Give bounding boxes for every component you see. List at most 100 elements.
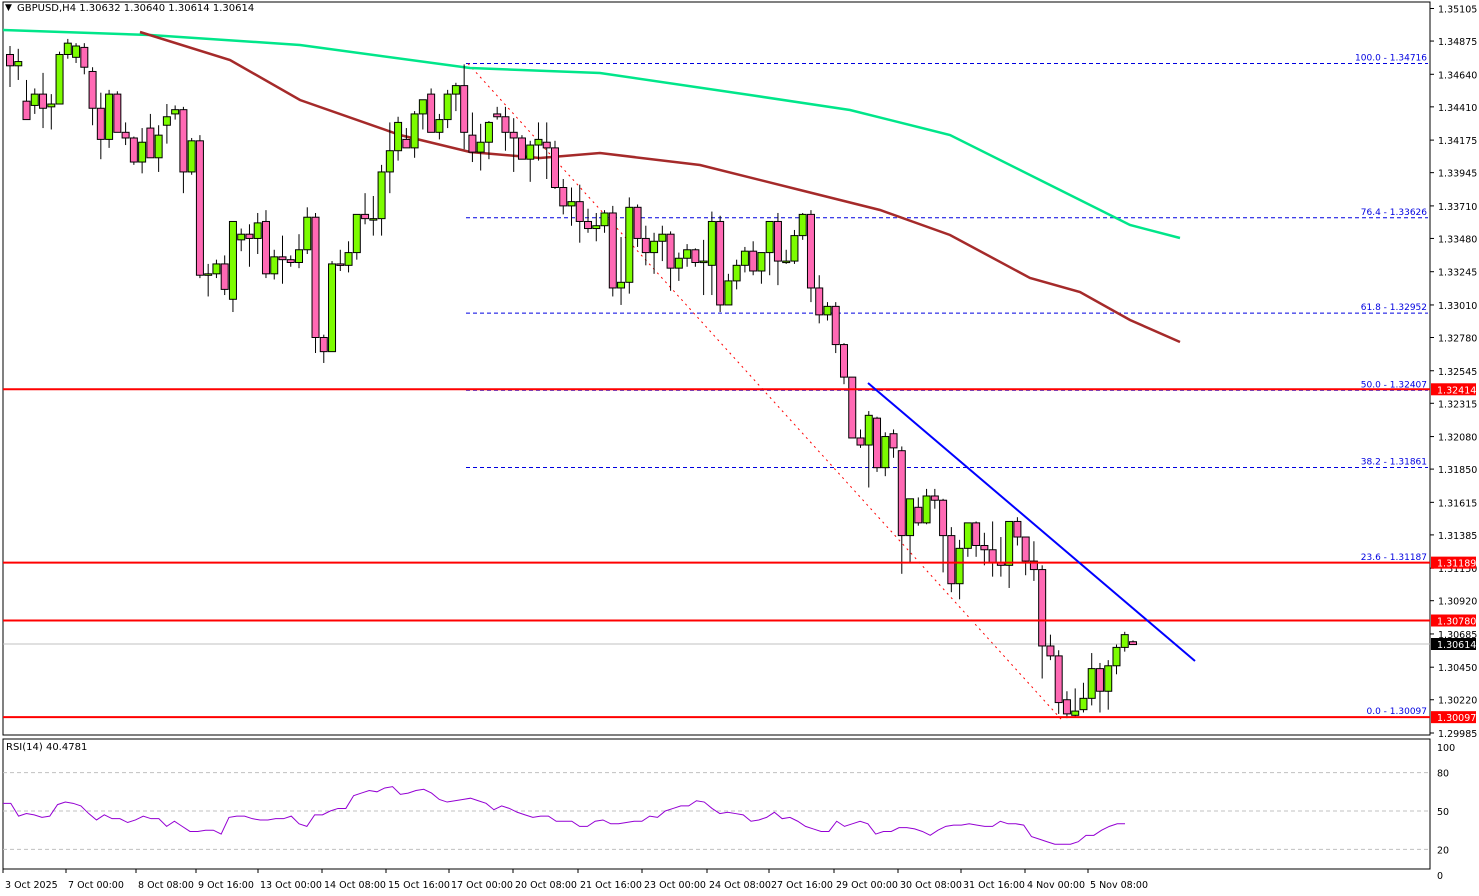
fib-label-100.0: 100.0 - 1.34716 (1355, 54, 1427, 64)
bull-candle (212, 263, 221, 275)
bear-candle (517, 137, 526, 160)
bull-candle (451, 85, 460, 95)
time-tick-label: 17 Oct 00:00 (451, 880, 513, 891)
bearish-trendline[interactable] (867, 382, 1196, 662)
price-tick-label: 1.32545 (1438, 367, 1477, 378)
price-tick-label: 1.34875 (1438, 37, 1477, 48)
bear-candle (468, 134, 477, 153)
rsi-tick-label: 0 (1437, 871, 1443, 882)
bear-candle (914, 506, 923, 524)
price-tick-label: 1.33945 (1438, 169, 1477, 180)
bear-candle (427, 93, 436, 133)
bear-candle (509, 131, 518, 139)
price-tick-label: 1.30220 (1438, 696, 1477, 707)
bull-candle (1071, 710, 1080, 716)
bull-candle (823, 305, 832, 316)
bull-candle (270, 256, 279, 275)
rsi-tick-label: 50 (1437, 807, 1449, 818)
price-tick-label: 1.31385 (1438, 531, 1477, 542)
time-axis[interactable]: 3 Oct 2025 7 Oct 00:00 8 Oct 08:00 9 Oct 16… (2, 869, 1148, 891)
trendline[interactable] (867, 382, 1196, 662)
time-tick-label: 9 Oct 16:00 (198, 880, 254, 891)
rsi-tick-label: 80 (1437, 769, 1449, 780)
bull-candle (476, 141, 485, 153)
price-tag-bg (1431, 711, 1476, 724)
bull-candle (625, 206, 634, 283)
symbol-dropdown-arrow-icon[interactable]: ▼ (5, 3, 12, 13)
bull-candle (369, 218, 378, 221)
bull-candle (30, 93, 39, 106)
bear-candle (361, 213, 370, 220)
bull-candle (724, 280, 733, 306)
bear-candle (493, 113, 502, 118)
bear-candle (121, 131, 130, 139)
time-tick-label: 24 Oct 08:00 (709, 880, 771, 891)
time-tick-label: 3 Oct 2025 (5, 880, 58, 891)
time-tick-label: 15 Oct 16:00 (388, 880, 450, 891)
price-tick-label: 1.33245 (1438, 268, 1477, 279)
bear-candle (336, 263, 345, 266)
fib-label-76.4: 76.4 - 1.33626 (1361, 208, 1427, 218)
price-tick-label: 1.30450 (1438, 663, 1477, 674)
bull-candle (699, 260, 708, 264)
bear-candle (550, 147, 559, 189)
moving-averages (2, 28, 1430, 645)
bear-candle (716, 220, 725, 306)
price-axis[interactable]: 1.35105 1.34875 1.34640 1.34410 1.34175 1.339… (1430, 5, 1477, 741)
bull-candle (881, 436, 890, 469)
price-tag-1.30097: 1.30097 (1437, 713, 1476, 724)
bear-candle (1054, 655, 1063, 704)
bear-candle (1021, 536, 1030, 562)
rsi-label: RSI(14) 40.4781 (6, 742, 88, 753)
bear-candle (286, 259, 295, 263)
bear-candle (80, 46, 89, 68)
bull-candle (154, 134, 163, 159)
bear-candle (261, 220, 270, 275)
bear-candle (575, 201, 584, 222)
bull-candle (303, 216, 312, 251)
bear-candle (856, 437, 865, 446)
support-resistance-lines[interactable] (3, 388, 1430, 719)
bull-candle (47, 103, 56, 108)
time-tick-label: 4 Nov 00:00 (1027, 880, 1085, 891)
bear-candle (666, 233, 675, 269)
price-tick-label: 1.32080 (1438, 433, 1477, 444)
bull-candle (228, 220, 237, 300)
bear-candle (930, 495, 939, 501)
price-tag-1.30780: 1.30780 (1437, 617, 1476, 628)
bear-candle (278, 256, 287, 261)
price-tick-label: 1.32780 (1438, 333, 1477, 344)
bull-candle (600, 212, 609, 227)
rsi-series (3, 786, 1125, 845)
bear-candle (848, 376, 857, 439)
price-tick-label: 1.35105 (1438, 5, 1477, 16)
bull-candle (658, 233, 667, 242)
bull-candle (1104, 665, 1113, 692)
bear-candle (831, 305, 840, 346)
bear-candle (1129, 641, 1137, 646)
bull-candle (707, 220, 716, 266)
time-tick-label: 20 Oct 08:00 (515, 880, 577, 891)
rsi-tick-label: 20 (1437, 845, 1449, 856)
current-price-tag: 1.30614 (1437, 640, 1476, 651)
time-tick-label: 23 Oct 00:00 (644, 880, 706, 891)
bear-candle (245, 233, 254, 239)
bull-candle (484, 121, 493, 143)
bull-candle (187, 140, 196, 173)
price-tick-label: 1.31150 (1438, 564, 1477, 575)
bear-candle (113, 93, 122, 133)
bull-candle (757, 252, 766, 272)
bear-candle (773, 220, 782, 262)
bull-candle (567, 201, 576, 207)
price-tick-label: 1.31615 (1438, 498, 1477, 509)
bear-candle (939, 499, 948, 537)
bull-candle (1087, 668, 1096, 699)
bull-candle (955, 547, 964, 585)
bear-candle (1038, 569, 1047, 647)
bear-candle (96, 107, 105, 140)
bull-candle (171, 109, 180, 115)
price-tick-label: 1.34410 (1438, 103, 1477, 114)
chart-title: GBPUSD,H4 1.30632 1.30640 1.30614 1.3061… (17, 3, 255, 14)
price-tick-label: 1.29985 (1438, 729, 1477, 740)
